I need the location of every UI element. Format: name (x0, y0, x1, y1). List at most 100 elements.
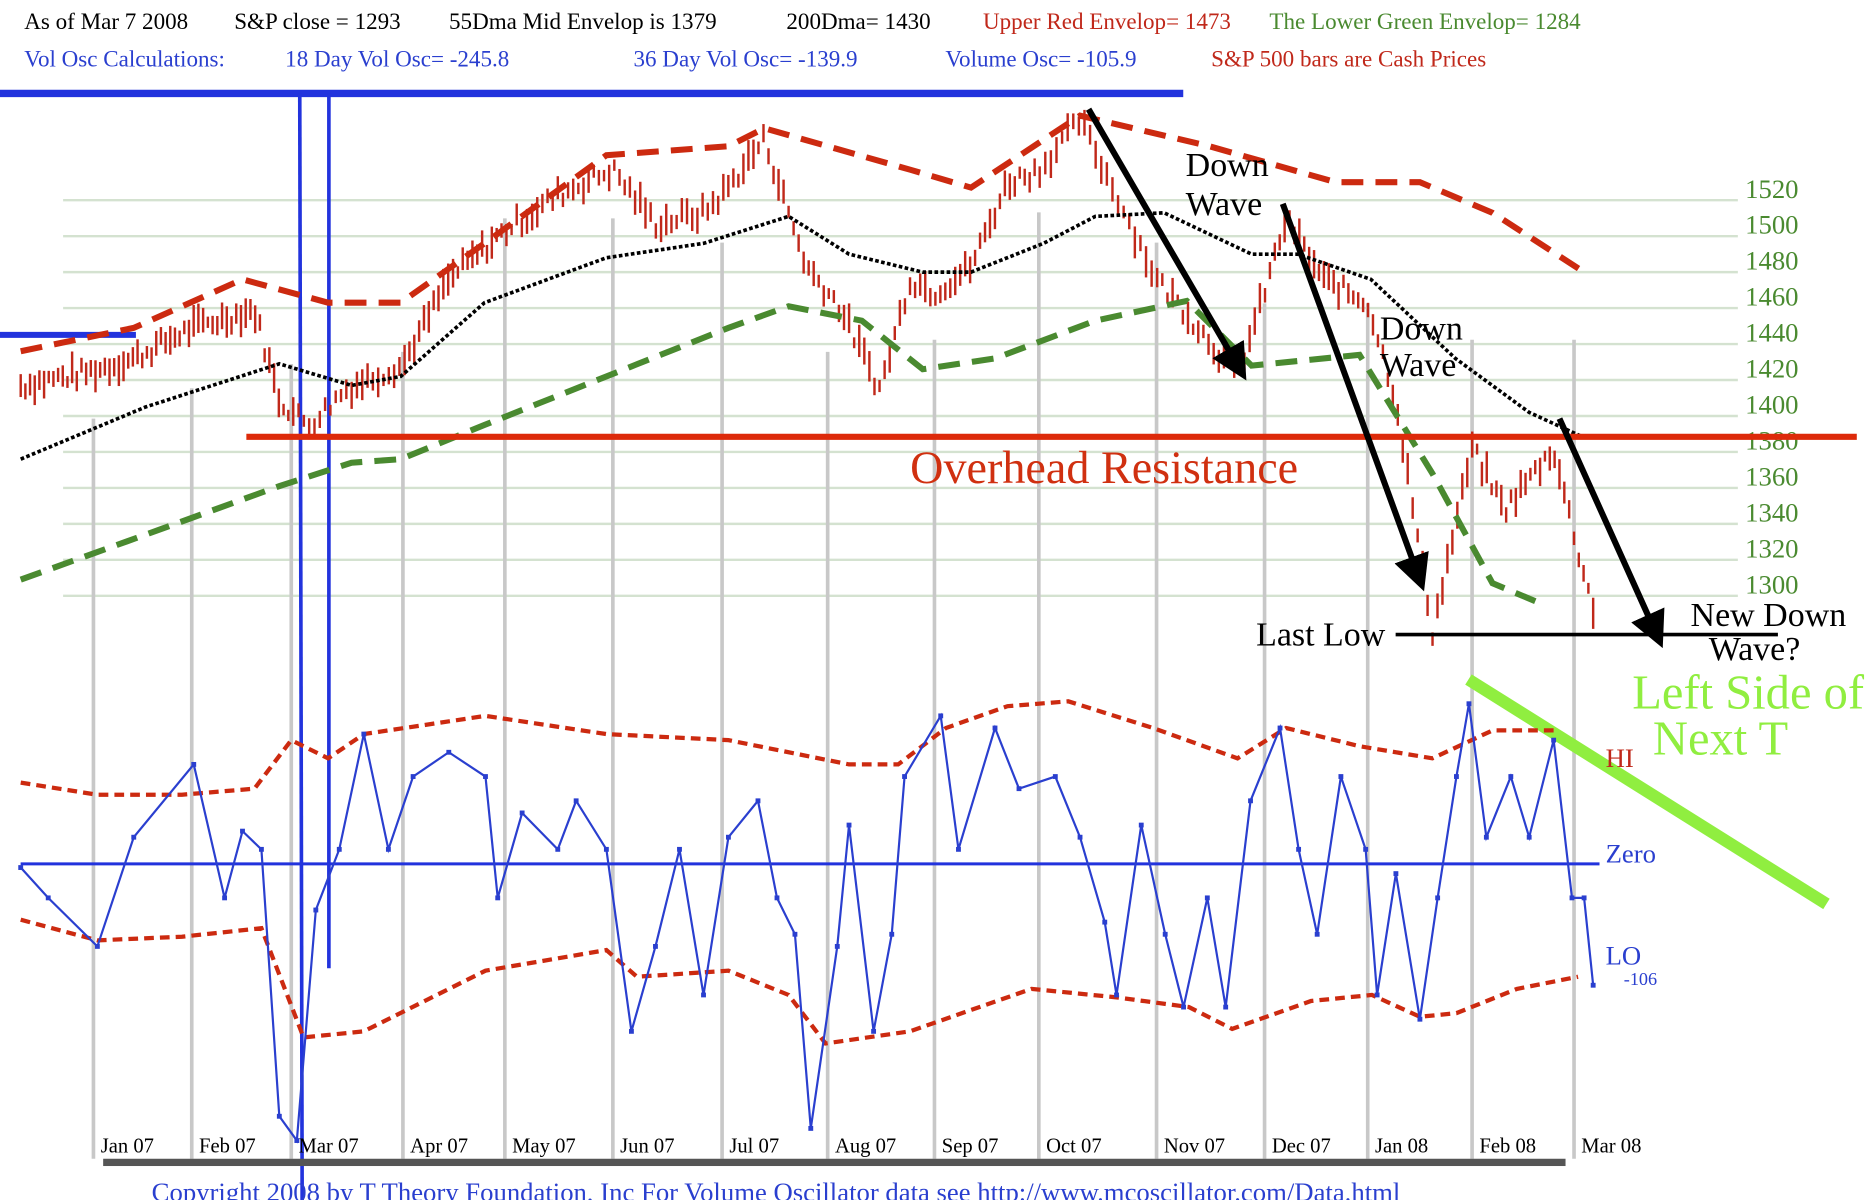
header-cash-prices: S&P 500 bars are Cash Prices (1211, 46, 1486, 72)
header-200dma: 200Dma= 1430 (786, 8, 930, 34)
osc-point (1162, 931, 1168, 937)
osc-point (677, 846, 682, 852)
new-down-wave-arrow (1556, 417, 1665, 649)
header-55dma: 55Dma Mid Envelop is 1379 (449, 8, 717, 34)
month-label: Mar 07 (299, 1136, 359, 1158)
osc-point (1417, 1016, 1423, 1022)
osc-point (871, 1028, 877, 1034)
osc-point (755, 798, 761, 804)
osc-point (1077, 834, 1083, 840)
osc-point (1114, 992, 1119, 998)
osc-point (276, 1113, 282, 1119)
month-label: Jun 07 (620, 1136, 674, 1158)
last-low-label: Last Low (1256, 617, 1386, 654)
osc-point (519, 810, 525, 816)
osc-point (603, 846, 609, 852)
osc-point (1016, 786, 1022, 792)
down-wave-arrow-1 (1085, 107, 1247, 381)
osc-point (1052, 774, 1058, 779)
y-tick-label: 1480 (1745, 246, 1798, 276)
month-label: Jul 07 (729, 1136, 779, 1158)
osc-point (902, 774, 907, 779)
osc-lo-value: -106 (1624, 969, 1657, 989)
osc-point (1435, 895, 1441, 901)
osc-point (240, 828, 245, 834)
osc-point (1581, 895, 1587, 901)
next-t-line (1465, 674, 1830, 910)
osc-point (385, 846, 391, 852)
osc-point (1363, 846, 1369, 852)
osc-lo-label: LO (1606, 941, 1642, 971)
header-18day-osc: 18 Day Vol Osc= -245.8 (285, 46, 509, 72)
osc-point (1338, 774, 1344, 779)
osc-point (992, 725, 998, 731)
osc-zero-label: Zero (1606, 839, 1656, 869)
month-gridlines (91, 212, 1576, 1159)
osc-line (19, 703, 1595, 1144)
volume-oscillator (18, 699, 1596, 1144)
osc-point (1508, 774, 1514, 779)
osc-point (808, 1125, 814, 1131)
osc-point (410, 774, 416, 779)
left-side-label-b: Next T (1653, 713, 1788, 766)
month-label: Jan 07 (101, 1136, 154, 1158)
header-36day-osc: 36 Day Vol Osc= -139.9 (633, 46, 857, 72)
y-tick-label: 1520 (1745, 174, 1798, 204)
osc-point (1526, 834, 1532, 840)
header-volume-osc: Volume Osc= -105.9 (945, 46, 1136, 72)
header-lower-envelope: The Lower Green Envelop= 1284 (1269, 8, 1581, 34)
header-as-of: As of Mar 7 2008 (24, 8, 188, 34)
osc-lo-band (20, 917, 1579, 1046)
osc-point (1590, 982, 1596, 988)
left-side-label-a: Left Side of (1632, 667, 1865, 720)
month-label: Jan 08 (1375, 1136, 1428, 1158)
month-label: May 07 (512, 1136, 576, 1158)
osc-point (1454, 774, 1459, 779)
osc-point (792, 931, 798, 937)
osc-point (701, 992, 706, 998)
osc-point (258, 846, 264, 852)
osc-point (1374, 992, 1380, 998)
osc-point (555, 846, 561, 852)
osc-hi-label: HI (1606, 743, 1634, 773)
y-tick-label: 1300 (1745, 569, 1798, 599)
osc-point (1569, 895, 1575, 901)
header-upper-envelope: Upper Red Envelop= 1473 (983, 8, 1231, 34)
osc-point (1296, 846, 1302, 852)
timeline-bar (103, 1158, 1566, 1167)
header-sp-close: S&P close = 1293 (234, 8, 400, 34)
month-label: Apr 07 (410, 1136, 468, 1158)
osc-point (1466, 701, 1472, 707)
y-tick-label: 1400 (1745, 390, 1798, 420)
osc-point (889, 931, 895, 937)
header-vol-osc-calc: Vol Osc Calculations: (24, 46, 225, 72)
price-axis-labels: 1520 1500 1480 1460 1440 1420 1400 1380 1360 1340… (1745, 174, 1798, 600)
mid-55dma-line (20, 210, 1585, 461)
y-tick-label: 1320 (1745, 533, 1798, 563)
y-tick-label: 1360 (1745, 461, 1798, 491)
osc-hi-band (20, 699, 1554, 797)
envelopes (19, 112, 1586, 604)
y-tick-label: 1500 (1745, 210, 1798, 240)
osc-point (495, 895, 501, 901)
osc-point (94, 943, 100, 949)
osc-point (725, 834, 731, 840)
osc-point (1248, 798, 1253, 804)
osc-point (1551, 737, 1557, 743)
new-down-wave-label-b: Wave? (1709, 631, 1801, 668)
month-label: Nov 07 (1164, 1136, 1225, 1158)
month-label: Mar 08 (1581, 1136, 1641, 1158)
osc-point (18, 865, 24, 870)
osc-point (45, 895, 51, 901)
month-label: Feb 07 (199, 1136, 256, 1158)
osc-point (938, 713, 944, 719)
month-label: Oct 07 (1046, 1136, 1102, 1158)
new-down-wave-label-a: New Down (1691, 597, 1847, 634)
osc-point (1277, 725, 1283, 731)
osc-point (483, 774, 488, 779)
osc-point (1483, 834, 1489, 840)
down-wave-label-1a: Down (1186, 147, 1269, 184)
month-label: Feb 08 (1479, 1136, 1536, 1158)
down-wave-label-2b: Wave (1380, 347, 1456, 384)
